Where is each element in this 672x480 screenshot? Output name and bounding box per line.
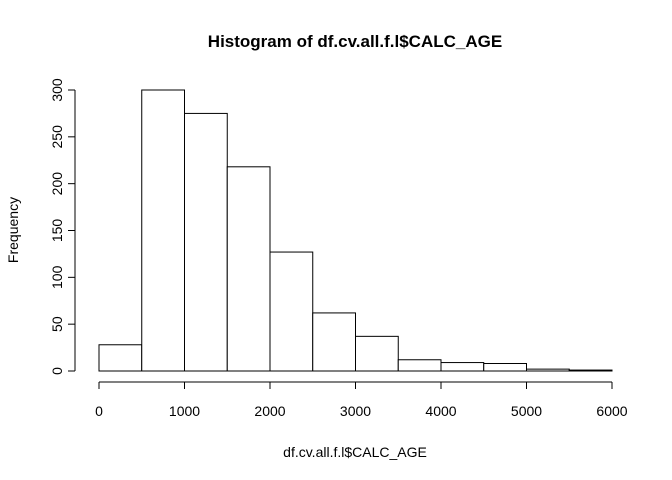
x-tick-label: 5000 — [511, 403, 542, 419]
x-tick-label: 2000 — [254, 403, 285, 419]
x-axis-label: df.cv.all.f.l$CALC_AGE — [283, 444, 427, 460]
x-axis: 0 1000 2000 3000 4000 5000 6000 — [95, 381, 628, 419]
histogram-bar — [226, 166, 271, 372]
chart-title: Histogram of df.cv.all.f.l$CALC_AGE — [208, 32, 502, 51]
y-tick-label: 200 — [49, 172, 65, 196]
y-tick-label: 250 — [49, 125, 65, 149]
histogram-bar — [184, 112, 228, 372]
histogram-bar — [98, 344, 143, 372]
histogram-bar — [269, 251, 314, 372]
histogram-bar — [568, 369, 613, 372]
y-tick-label: 150 — [49, 219, 65, 243]
y-axis-label: Frequency — [5, 197, 21, 263]
histogram-bar — [397, 359, 442, 372]
bars-group — [98, 89, 613, 372]
x-tick-label: 3000 — [340, 403, 371, 419]
x-tick-label: 1000 — [169, 403, 200, 419]
histogram-bar — [141, 89, 185, 372]
histogram-bar — [440, 362, 485, 372]
y-tick-label: 0 — [49, 367, 65, 375]
histogram-bar — [355, 335, 399, 372]
x-tick-label: 4000 — [425, 403, 456, 419]
y-tick-label: 50 — [49, 316, 65, 332]
x-tick-label: 0 — [95, 403, 103, 419]
x-tick-label: 6000 — [596, 403, 627, 419]
histogram-bar — [526, 368, 570, 372]
y-tick-label: 100 — [49, 265, 65, 289]
histogram-bar — [483, 363, 527, 372]
histogram-bar — [312, 312, 356, 372]
y-tick-label: 300 — [49, 78, 65, 102]
y-axis: 0 50 100 150 200 250 300 — [49, 78, 76, 375]
